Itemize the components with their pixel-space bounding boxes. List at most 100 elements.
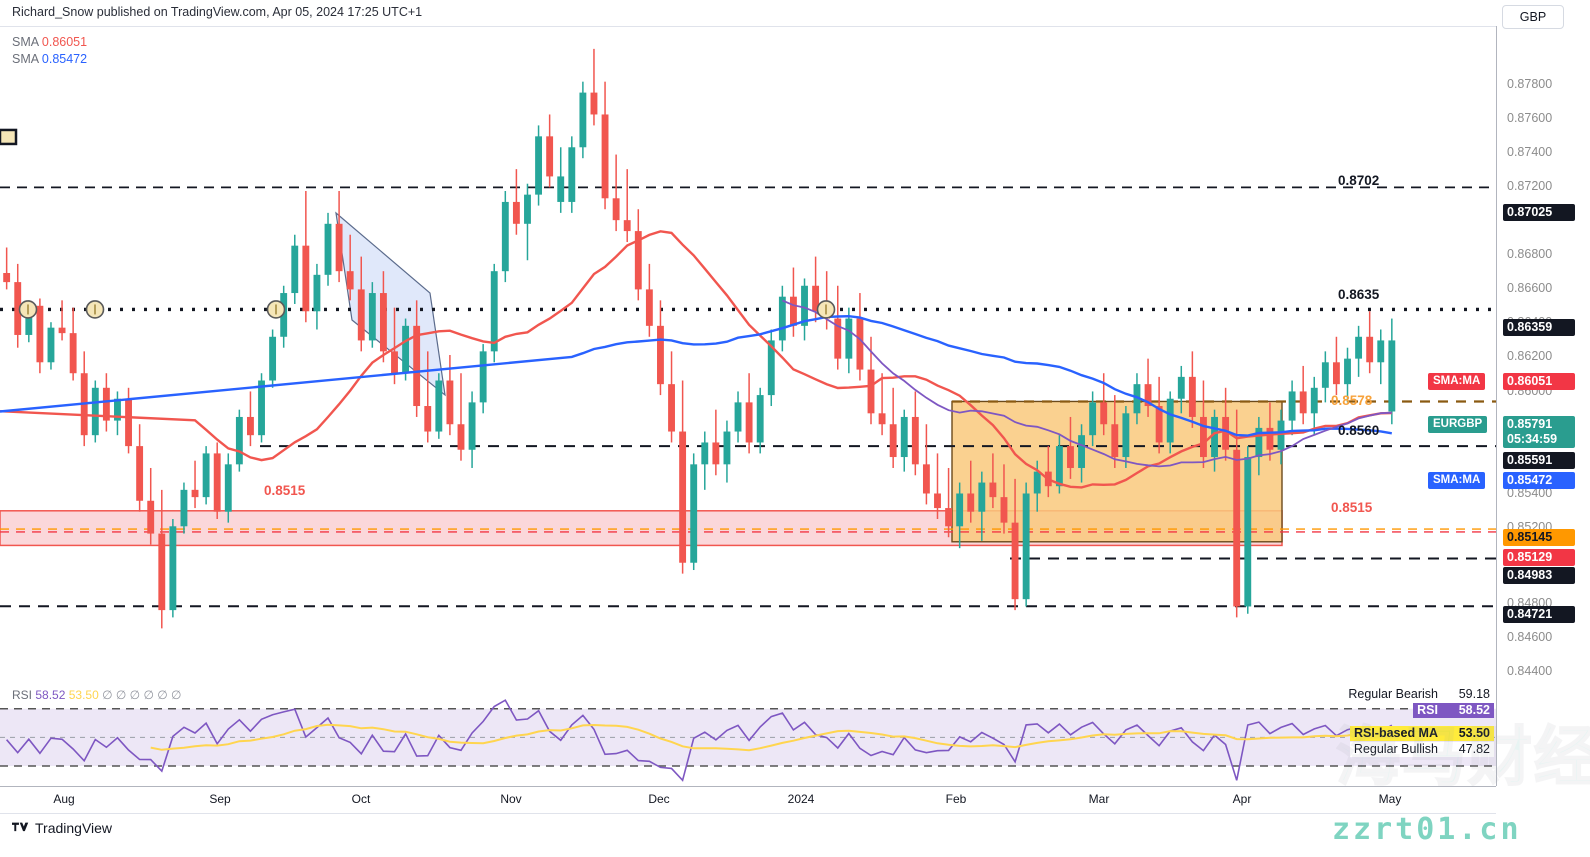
candle-body [568,147,576,202]
candle-body [756,395,764,443]
anno-8702: 0.8702 [1338,173,1380,188]
candle-body [1388,340,1396,412]
price-scale[interactable]: 0.87800 0.87600 0.87400 0.87200 0.86800 0.866… [1496,26,1590,786]
price-chart-svg [0,48,1496,629]
candle-body [812,285,820,312]
candle-body [302,245,310,312]
candle-body [501,201,509,272]
candle-body [1033,471,1041,494]
candle-body [3,273,11,283]
candle-body [590,92,598,115]
sma-slow-label: SMA [12,52,39,66]
candle-body [1288,391,1296,421]
candle-body [546,136,554,177]
candle-body [845,318,853,359]
candle-body [1100,402,1108,425]
candle-body [102,387,110,421]
candle-body [956,493,964,527]
candle-body [36,305,44,363]
candle-body [601,114,609,199]
rsi-label-text: RSI [1413,703,1442,718]
rsi-label-text: Regular Bullish [1353,742,1438,756]
candle-body [1089,402,1097,436]
candle-body [468,402,476,450]
candle-body [324,223,332,275]
time-tick: Oct [351,792,371,806]
candle-body [1022,493,1030,600]
candle-body [535,136,542,195]
candle-body [91,387,99,436]
sma-fast-label: SMA [12,35,39,49]
price-badge-level-8512[interactable]: 0.85129 [1503,549,1575,566]
candle-body [557,176,565,202]
price-badge-level-8472[interactable]: 0.84721 [1503,606,1575,623]
rsi-band-fill [0,708,1496,766]
rsi-legend-value: 58.52 [35,688,66,702]
tradingview-logo-icon [12,822,29,832]
candle-body [579,92,587,148]
candle-body [424,406,432,432]
candle-body [479,351,487,403]
purple-ma-line [782,299,1392,468]
candle-body [191,489,199,498]
candle-body [14,282,22,335]
candle-body [335,223,343,272]
candle-body [490,271,498,352]
time-scale[interactable]: Aug Sep Oct Nov Dec 2024 Feb Mar Apr May [0,786,1496,814]
candle-body [346,271,354,290]
sma-slow-legend-row: SMA 0.85472 [12,51,87,68]
candle-body [1144,384,1152,407]
candle-body [657,325,664,385]
indicator-tag-last-price[interactable]: EURGBP [1428,416,1488,433]
time-tick: Sep [209,792,231,806]
rsi-pane[interactable] [0,683,1496,786]
price-badge-last-price[interactable]: 0.85791 05:34:59 [1503,416,1575,448]
candle-body [291,245,299,294]
rsi-label-regular-bullish: Regular Bullish 47.82 [1349,742,1494,757]
rsi-line [5,699,1393,782]
candle-body [1321,362,1329,388]
candle-body [1355,336,1363,359]
candle-body [668,384,675,432]
candle-body [1255,427,1263,458]
rsi-label-text: RSI-based MA [1349,726,1442,741]
candle-body [723,431,731,465]
price-badge-sma-slow[interactable]: 0.85472 [1503,472,1575,489]
candle-body [158,533,166,611]
candle-body [1277,420,1285,450]
candle-body [701,442,709,465]
candle-body [1122,413,1130,458]
price-tick: 0.86600 [1507,281,1553,295]
price-badge-sma-fast[interactable]: 0.86051 [1503,373,1575,390]
candle-body [524,194,531,224]
price-tick: 0.85400 [1507,486,1553,500]
currency-button[interactable]: GBP [1502,5,1564,29]
rsi-chart-svg [0,699,1496,782]
candle-body [778,296,786,341]
candle-body [180,489,188,527]
candle-body [512,201,520,224]
price-badge-level-8498[interactable]: 0.84983 [1503,567,1575,584]
candle-body [202,453,210,498]
indicator-tag-sma-fast[interactable]: SMA:MA [1428,373,1486,390]
candle-body [878,413,886,425]
price-tick: 0.84600 [1507,630,1553,644]
indicator-tag-sma-slow[interactable]: SMA:MA [1428,472,1486,489]
sma-legend: SMA 0.86051 SMA 0.85472 [12,34,87,68]
rsi-ma-line [150,723,1393,752]
candle-body [612,198,620,221]
candle-body [1166,398,1174,443]
rsi-legend-ma-value: 53.50 [68,688,99,702]
candle-body [1155,406,1163,443]
price-badge-resistance-8702[interactable]: 0.87025 [1503,204,1575,221]
candle-body [889,424,897,458]
candle-body [934,493,941,509]
price-badge-level-8559[interactable]: 0.85591 [1503,452,1575,469]
rsi-label-value: 58.52 [1442,703,1494,718]
time-tick: Aug [53,792,75,806]
candle-body [25,305,33,335]
price-badge-resistance-8635[interactable]: 0.86359 [1503,319,1575,336]
price-badge-level-8514[interactable]: 0.85145 [1503,529,1575,546]
candle-body [1000,497,1008,523]
price-chart-pane[interactable] [0,26,1496,684]
